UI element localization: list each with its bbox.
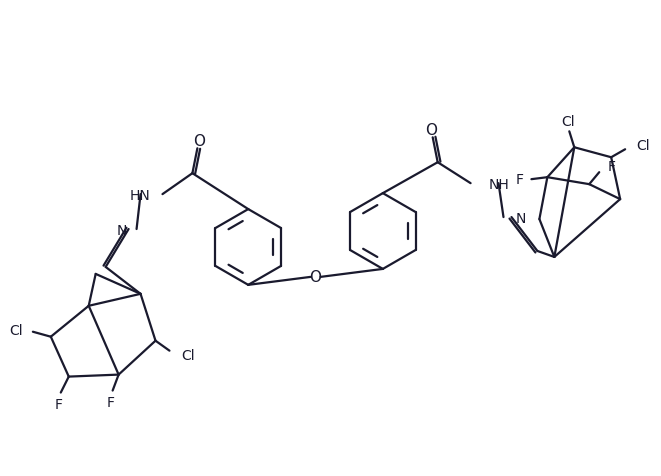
Text: O: O [309,270,321,285]
Text: HN: HN [130,188,151,203]
Text: Cl: Cl [561,115,575,129]
Text: O: O [425,122,437,138]
Text: Cl: Cl [636,139,650,153]
Text: NH: NH [488,178,509,192]
Text: F: F [106,395,114,409]
Text: N: N [516,212,526,226]
Text: N: N [116,224,127,238]
Text: O: O [194,133,206,149]
Text: F: F [55,397,63,411]
Text: Cl: Cl [9,323,23,337]
Text: F: F [516,173,524,187]
Text: Cl: Cl [181,348,195,362]
Text: F: F [607,160,615,174]
